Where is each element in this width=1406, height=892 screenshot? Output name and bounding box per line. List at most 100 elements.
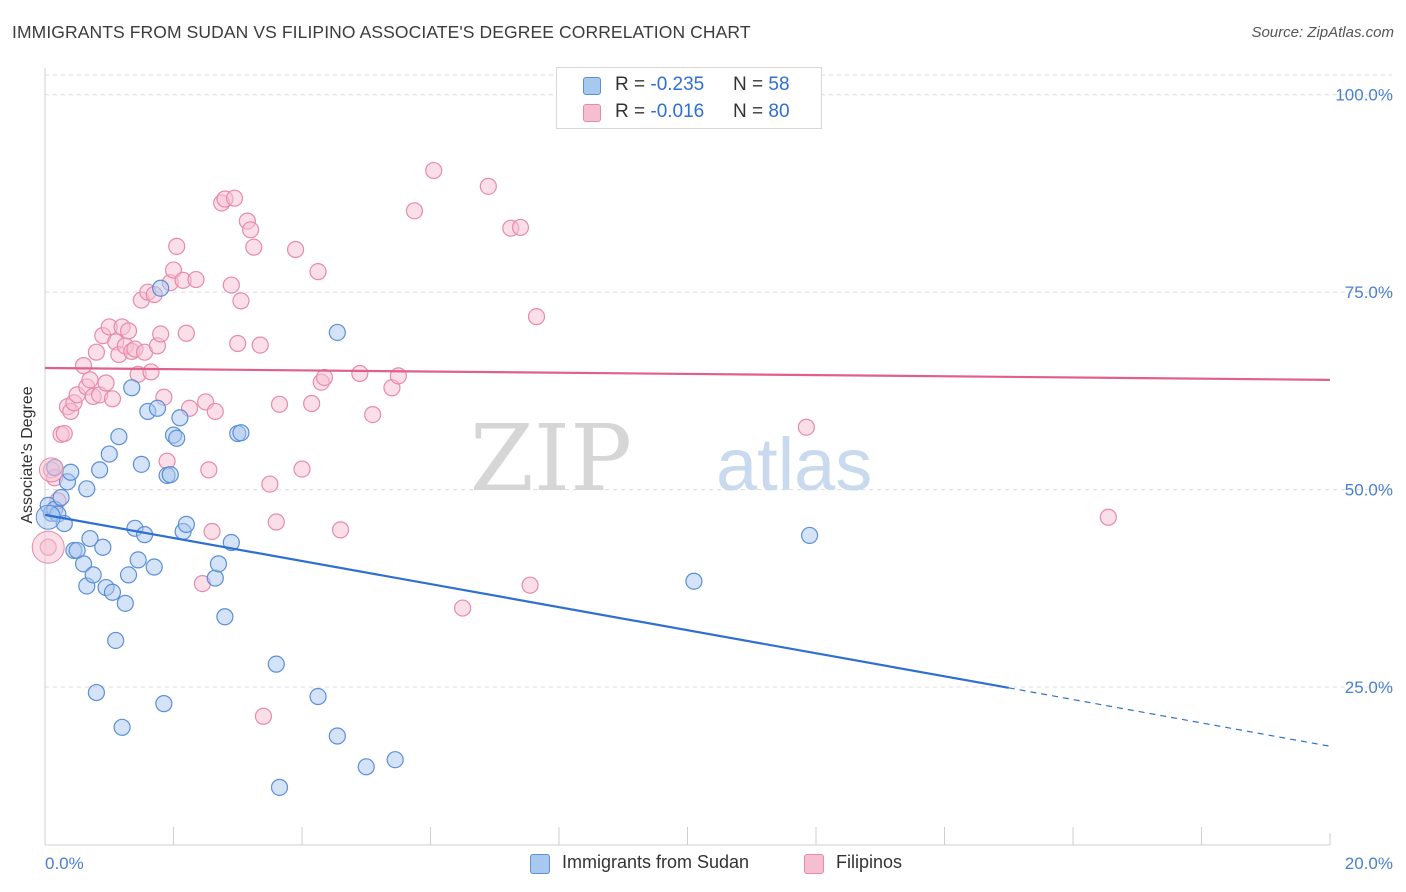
sudan-point: [129, 551, 147, 569]
sudan-point: [357, 758, 375, 776]
source-credit: Source: ZipAtlas.com: [1251, 24, 1394, 41]
legend-n-label: N =: [733, 74, 769, 95]
tick-labels: 25.0% 50.0% 75.0% 100.0% 0.0% 20.0%: [45, 86, 1393, 873]
sudan-point: [91, 461, 109, 479]
filipino-point: [254, 707, 273, 725]
sudan-point: [161, 466, 179, 484]
sudan-point: [177, 515, 195, 533]
axes: [44, 68, 1331, 846]
filipino-point: [87, 343, 106, 361]
filipino-point: [203, 522, 221, 541]
filipino-point: [309, 263, 327, 281]
data-points: [31, 161, 1117, 796]
y-tick-label: 75.0%: [1345, 283, 1393, 302]
legend-n-value: 58: [768, 74, 790, 95]
sudan-point: [168, 429, 186, 447]
filipino-point: [222, 276, 240, 294]
legend-label-filipinos: Filipinos: [836, 852, 903, 872]
filipino-point: [511, 218, 530, 237]
sudan-point: [87, 683, 106, 702]
gridlines: [45, 74, 1392, 688]
sudan-point: [132, 455, 150, 473]
y-tick-label: 25.0%: [1345, 678, 1393, 697]
sudan-point: [84, 566, 102, 584]
y-tick-label: 100.0%: [1335, 86, 1393, 105]
legend-label-sudan: Immigrants from Sudan: [562, 852, 750, 872]
sudan-point: [209, 555, 228, 573]
sudan-point: [328, 323, 346, 342]
filipino-point: [38, 457, 64, 483]
filipino-point: [267, 513, 285, 531]
x-tick-label: 0.0%: [45, 854, 84, 873]
filipino-point: [293, 460, 311, 478]
legend-r-value: -0.016: [650, 101, 705, 122]
filipino-point: [187, 270, 205, 289]
filipino-point: [521, 576, 539, 594]
sudan-point: [155, 695, 173, 713]
chart-title: IMMIGRANTS FROM SUDAN VS FILIPINO ASSOCI…: [12, 22, 751, 42]
legend-r-label: R =: [615, 74, 651, 95]
filipino-point: [225, 189, 244, 207]
sudan-point: [386, 751, 404, 769]
filipino-point: [364, 405, 382, 424]
filipino-point: [261, 475, 279, 493]
filipino-point: [81, 371, 99, 389]
sudan-point: [103, 583, 122, 601]
filipino-point: [245, 238, 263, 256]
sudan-point: [232, 424, 250, 442]
pink-square-icon: [804, 854, 824, 874]
filipino-point: [232, 292, 250, 310]
sudan-point: [685, 572, 703, 590]
filipino-point: [168, 237, 186, 255]
sudan-point: [216, 608, 234, 626]
filipino-point: [142, 363, 160, 381]
sudan-point: [62, 463, 80, 481]
filipino-point: [405, 202, 424, 220]
filipino-point: [31, 530, 65, 564]
filipino-point: [315, 368, 334, 387]
sudan-point: [110, 428, 128, 446]
filipino-point: [242, 221, 260, 239]
pink-square-icon: [583, 104, 601, 122]
filipino-point: [351, 364, 369, 383]
filipino-point: [229, 334, 247, 353]
filipino-point: [200, 461, 218, 479]
filipino-point: [55, 424, 73, 443]
watermark-atlas: atlas: [716, 423, 872, 506]
filipino-point: [527, 308, 546, 326]
sudan-point: [148, 399, 167, 417]
sudan-point: [328, 727, 346, 745]
filipino-point: [425, 161, 443, 180]
filipino-point: [206, 402, 224, 421]
filipino-point: [331, 521, 350, 539]
legend-r-value: -0.235: [650, 74, 705, 95]
sudan-point: [267, 655, 285, 673]
sudan-point: [145, 558, 163, 576]
sudan-point: [309, 687, 327, 706]
filipino-point: [797, 418, 815, 436]
legend-n-value: 80: [768, 101, 790, 122]
sudan-point: [52, 488, 70, 507]
sudan-point: [74, 555, 93, 573]
legend-r-label: R =: [615, 101, 651, 122]
series-legend: Immigrants from Sudan Filipinos: [0, 852, 1406, 878]
sudan-trend-extension: [1008, 687, 1331, 747]
filipino-point: [479, 177, 497, 195]
legend-n-label: N =: [733, 101, 769, 122]
sudan-point: [119, 566, 138, 584]
sudan-point: [123, 379, 141, 397]
y-tick-label: 50.0%: [1345, 481, 1393, 500]
blue-square-icon: [583, 77, 601, 95]
blue-square-icon: [530, 854, 550, 874]
filipino-trend-line: [44, 366, 1331, 381]
sudan-point: [800, 526, 819, 545]
sudan-point: [94, 538, 112, 556]
sudan-point: [113, 718, 131, 736]
filipino-point: [103, 390, 122, 408]
sudan-point: [152, 279, 170, 297]
watermark-zip: ZIP: [470, 405, 632, 512]
sudan-point: [78, 480, 96, 498]
sudan-trend-line: [44, 513, 1009, 689]
filipino-point: [454, 599, 472, 617]
